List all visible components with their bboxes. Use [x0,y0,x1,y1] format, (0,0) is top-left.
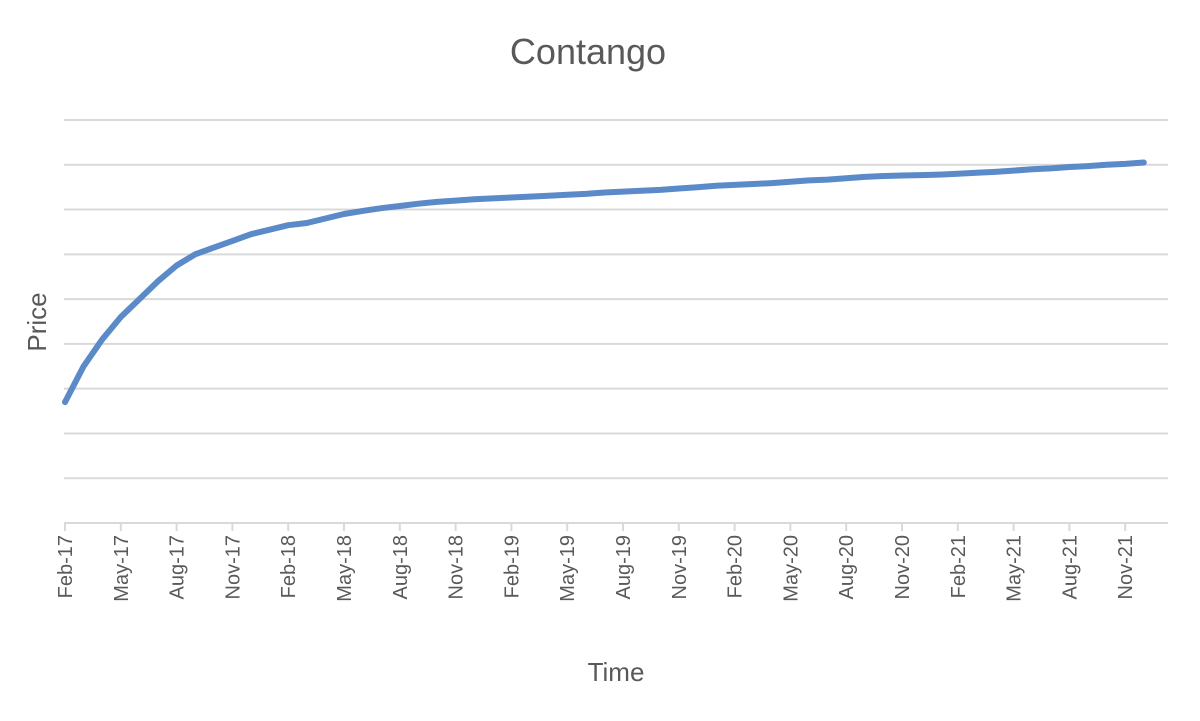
x-tick-label: May-20 [780,535,802,602]
x-tick-label: Aug-17 [167,535,189,600]
x-tick-label: Nov-18 [446,535,468,599]
x-tick-label: Nov-17 [222,535,244,599]
x-tick-label: Aug-18 [390,535,412,600]
x-tick-label: Feb-17 [55,535,77,598]
x-axis-title: Time [588,657,645,687]
x-axis [64,522,1168,531]
x-tick-label: May-18 [334,535,356,602]
x-tick-label: May-17 [111,535,133,602]
x-tick-label: May-19 [557,535,579,602]
series-line [62,159,1147,406]
x-tick-label: Aug-19 [613,535,635,600]
x-tick-label: Nov-20 [892,535,914,599]
y-axis-title: Price [22,292,52,351]
x-tick-label: Aug-20 [836,535,858,600]
x-tick-label: Aug-21 [1059,535,1081,600]
x-tick-label: Feb-20 [725,535,747,598]
gridlines [64,119,1168,480]
x-tick-label: Feb-19 [501,535,523,598]
chart-title: Contango [510,31,666,72]
x-tick-label: May-21 [1004,535,1026,602]
x-tick-label: Nov-19 [669,535,691,599]
x-tick-label: Nov-21 [1115,535,1137,599]
x-tick-labels: Feb-17 May-17 Aug-17 Nov-17 Feb-18 May-18 Aug-… [55,535,1137,602]
x-tick-label: Feb-21 [948,535,970,598]
x-tick-label: Feb-18 [278,535,300,598]
